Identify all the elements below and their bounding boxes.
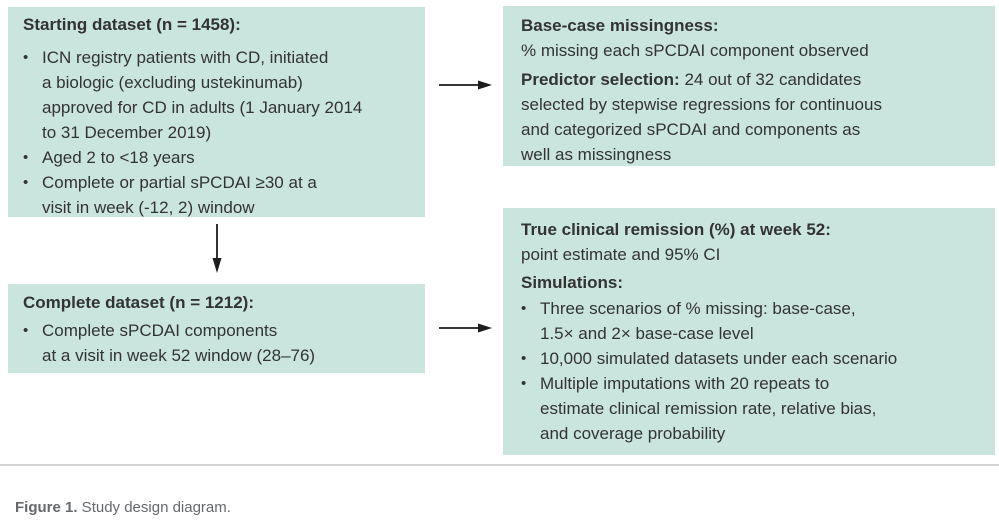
bullet-text: 10,000 simulated datasets under each sce…: [540, 349, 898, 368]
flow-box-true-clinical-remission: True clinical remission (%) at week 52: …: [503, 208, 995, 455]
list-item: • Complete or partial sPCDAI ≥30 at a vi…: [23, 170, 413, 220]
paragraph-label: Predictor selection:: [521, 70, 680, 89]
paragraph-base-case: Base-case missingness: % missing each sP…: [521, 13, 981, 63]
box-title-starting-dataset: Starting dataset (n = 1458):: [23, 15, 241, 34]
bullet-text: Aged 2 to <18 years: [42, 148, 195, 167]
bullet-icon: •: [521, 350, 527, 367]
flow-box-base-case-missingness: Base-case missingness: % missing each sP…: [503, 6, 995, 166]
flow-box-starting-dataset: Starting dataset (n = 1458): • ICN regis…: [8, 7, 425, 217]
paragraph-label: True clinical remission (%) at week 52:: [521, 220, 831, 239]
paragraph-predictor-selection: Predictor selection: 24 out of 32 candid…: [521, 67, 981, 167]
paragraph-text: 24 out of 32 candidates selected by step…: [521, 70, 882, 164]
caption-label: Figure 1.: [15, 499, 78, 516]
bullet-text: Multiple imputations with 20 repeats to …: [540, 374, 877, 443]
bullet-icon: •: [521, 300, 527, 317]
list-item: • 10,000 simulated datasets under each s…: [521, 346, 981, 371]
paragraph-simulations-label: Simulations:: [521, 273, 624, 292]
bullet-text: Three scenarios of % missing: base-case,…: [540, 299, 856, 343]
list-item: • Multiple imputations with 20 repeats t…: [521, 371, 981, 446]
bullet-icon: •: [23, 174, 29, 191]
bullet-text: ICN registry patients with CD, initiated…: [42, 48, 363, 142]
divider: [0, 464, 999, 466]
bullet-icon: •: [23, 322, 29, 339]
arrow-right-icon: [438, 77, 492, 93]
paragraph-label: Base-case missingness:: [521, 16, 719, 35]
list-item: • Aged 2 to <18 years: [23, 145, 413, 170]
arrow-right-icon: [438, 320, 492, 336]
caption-text: Study design diagram.: [77, 499, 231, 516]
flow-box-complete-dataset: Complete dataset (n = 1212): • Complete …: [8, 284, 425, 373]
paragraph-text: % missing each sPCDAI component observed: [521, 41, 869, 60]
bullet-text: Complete sPCDAI components at a visit in…: [42, 321, 316, 365]
paragraph-remission: True clinical remission (%) at week 52: …: [521, 217, 981, 267]
bullet-icon: •: [521, 375, 527, 392]
list-item: • Complete sPCDAI components at a visit …: [23, 318, 413, 368]
bullet-text: Complete or partial sPCDAI ≥30 at a visi…: [42, 173, 317, 217]
bullet-icon: •: [23, 149, 29, 166]
arrow-down-icon: [209, 223, 225, 273]
list-item: • ICN registry patients with CD, initiat…: [23, 45, 413, 145]
paragraph-text: point estimate and 95% CI: [521, 245, 721, 264]
figure-caption: Figure 1. Study design diagram.: [15, 499, 231, 516]
list-item: • Three scenarios of % missing: base-cas…: [521, 296, 981, 346]
box-title-complete-dataset: Complete dataset (n = 1212):: [23, 293, 254, 312]
bullet-icon: •: [23, 49, 29, 66]
